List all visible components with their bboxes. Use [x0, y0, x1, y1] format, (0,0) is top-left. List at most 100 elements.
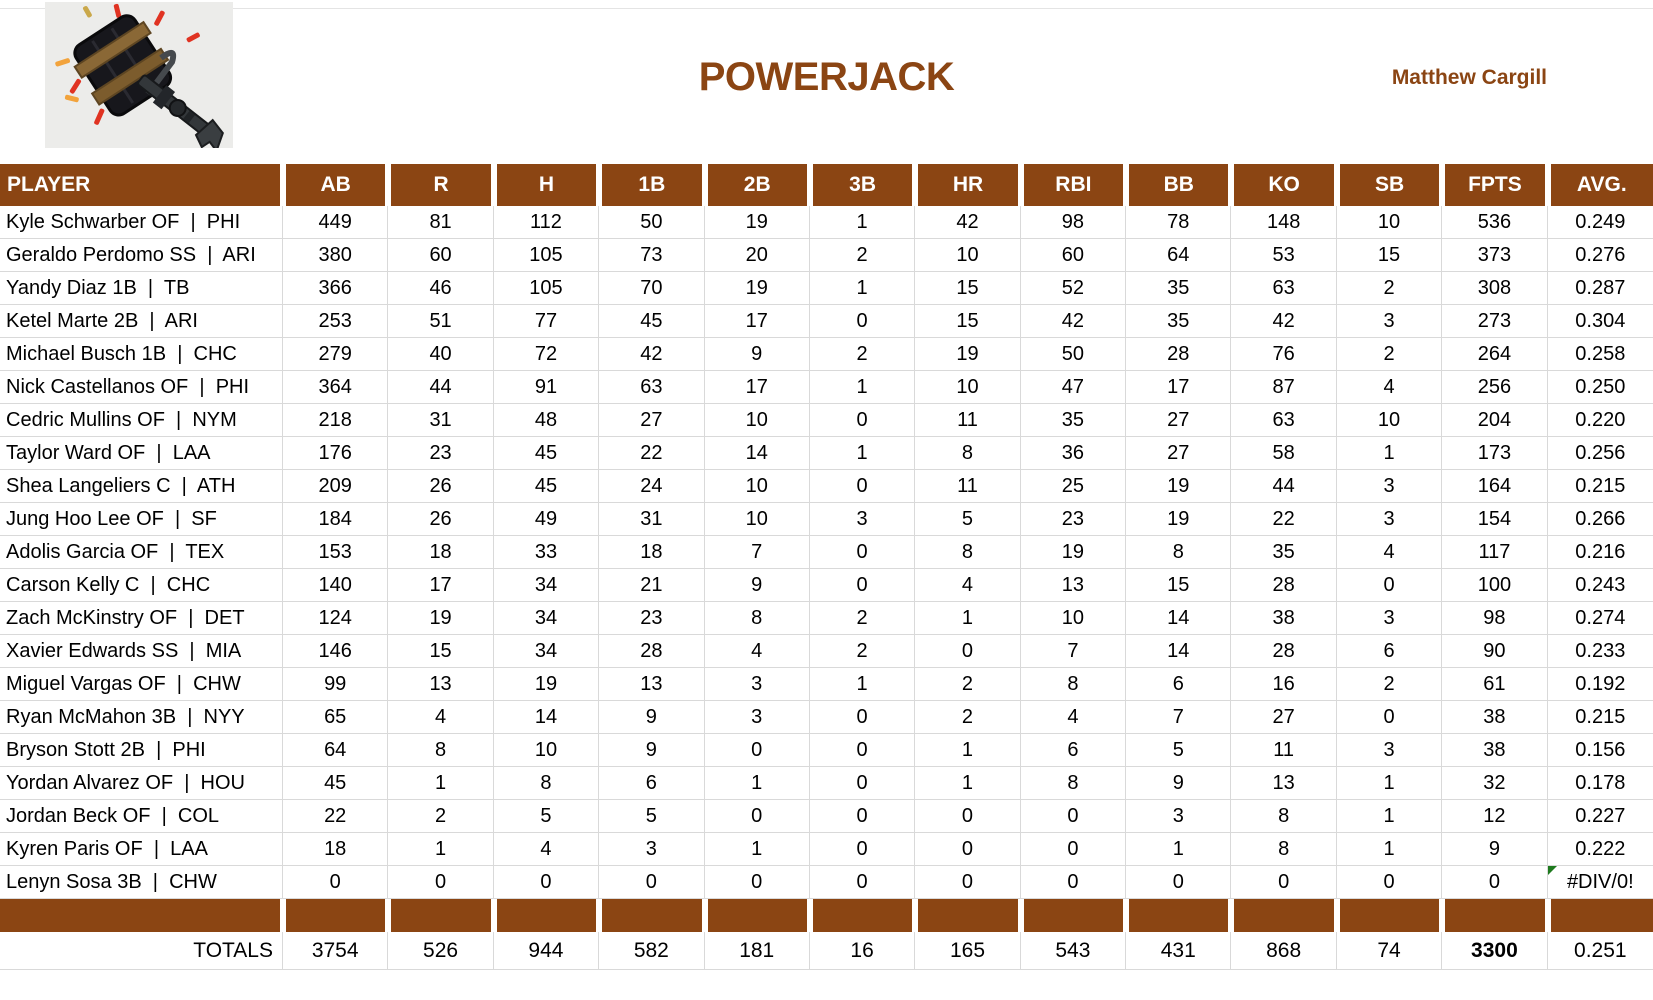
cell-2b[interactable]: 17 — [704, 305, 810, 338]
cell-1b[interactable]: 18 — [599, 536, 705, 569]
cell-bb[interactable]: 7 — [1126, 701, 1232, 734]
cell-avg[interactable]: 0.216 — [1547, 536, 1653, 569]
cell-2b[interactable]: 8 — [704, 602, 810, 635]
totals-label[interactable]: TOTALS — [0, 932, 283, 970]
cell-h[interactable]: 105 — [493, 239, 600, 272]
cell-r[interactable]: 0 — [388, 866, 494, 899]
cell-fpts[interactable]: 61 — [1442, 668, 1548, 701]
cell-3b[interactable]: 1 — [809, 437, 916, 470]
cell-r[interactable]: 23 — [388, 437, 494, 470]
cell-fpts[interactable]: 256 — [1442, 371, 1548, 404]
cell-sb[interactable]: 3 — [1336, 734, 1443, 767]
cell-avg[interactable]: 0.250 — [1547, 371, 1653, 404]
cell-avg[interactable]: 0.220 — [1547, 404, 1653, 437]
cell-hr[interactable]: 10 — [915, 371, 1021, 404]
cell-avg[interactable]: 0.233 — [1547, 635, 1653, 668]
header-cell-bb[interactable]: BB — [1129, 164, 1229, 206]
cell-2b[interactable]: 14 — [704, 437, 810, 470]
cell-r[interactable]: 4 — [388, 701, 494, 734]
cell-r[interactable]: 44 — [388, 371, 494, 404]
totals-cell-bb[interactable]: 431 — [1126, 932, 1232, 970]
cell-fpts[interactable]: 38 — [1442, 701, 1548, 734]
cell-2b[interactable]: 10 — [704, 470, 810, 503]
cell-2b[interactable]: 0 — [704, 734, 810, 767]
cell-hr[interactable]: 8 — [915, 536, 1021, 569]
cell-rbi[interactable]: 8 — [1020, 668, 1127, 701]
cell-ko[interactable]: 28 — [1231, 569, 1337, 602]
header-cell-rbi[interactable]: RBI — [1023, 164, 1124, 206]
cell-h[interactable]: 10 — [493, 734, 600, 767]
totals-cell-avg[interactable]: 0.251 — [1547, 932, 1653, 970]
cell-1b[interactable]: 3 — [599, 833, 705, 866]
cell-sb[interactable]: 15 — [1336, 239, 1443, 272]
cell-ko[interactable]: 13 — [1231, 767, 1337, 800]
cell-rbi[interactable]: 19 — [1020, 536, 1127, 569]
cell-player[interactable]: Bryson Stott 2B | PHI — [0, 734, 283, 767]
cell-ab[interactable]: 124 — [283, 602, 389, 635]
header-cell-2b[interactable]: 2B — [707, 164, 807, 206]
cell-player[interactable]: Kyren Paris OF | LAA — [0, 833, 283, 866]
cell-bb[interactable]: 6 — [1126, 668, 1232, 701]
cell-bb[interactable]: 9 — [1126, 767, 1232, 800]
cell-avg[interactable]: 0.249 — [1547, 206, 1653, 239]
cell-bb[interactable]: 78 — [1126, 206, 1232, 239]
cell-r[interactable]: 31 — [388, 404, 494, 437]
cell-3b[interactable]: 0 — [809, 833, 916, 866]
cell-ko[interactable]: 63 — [1231, 404, 1337, 437]
cell-hr[interactable]: 15 — [915, 305, 1021, 338]
cell-fpts[interactable]: 154 — [1442, 503, 1548, 536]
cell-1b[interactable]: 50 — [599, 206, 705, 239]
cell-fpts[interactable]: 273 — [1442, 305, 1548, 338]
cell-3b[interactable]: 0 — [809, 404, 916, 437]
cell-r[interactable]: 2 — [388, 800, 494, 833]
cell-1b[interactable]: 23 — [599, 602, 705, 635]
cell-rbi[interactable]: 0 — [1020, 833, 1127, 866]
cell-fpts[interactable]: 9 — [1442, 833, 1548, 866]
cell-avg[interactable]: 0.192 — [1547, 668, 1653, 701]
cell-avg[interactable]: 0.287 — [1547, 272, 1653, 305]
cell-rbi[interactable]: 52 — [1020, 272, 1127, 305]
cell-bb[interactable]: 17 — [1126, 371, 1232, 404]
cell-hr[interactable]: 0 — [915, 800, 1021, 833]
cell-player[interactable]: Michael Busch 1B | CHC — [0, 338, 283, 371]
cell-ko[interactable]: 35 — [1231, 536, 1337, 569]
cell-1b[interactable]: 28 — [599, 635, 705, 668]
cell-sb[interactable]: 1 — [1336, 437, 1443, 470]
cell-h[interactable]: 14 — [493, 701, 600, 734]
cell-1b[interactable]: 42 — [599, 338, 705, 371]
cell-sb[interactable]: 0 — [1336, 569, 1443, 602]
cell-fpts[interactable]: 264 — [1442, 338, 1548, 371]
cell-fpts[interactable]: 98 — [1442, 602, 1548, 635]
cell-avg[interactable]: 0.276 — [1547, 239, 1653, 272]
cell-h[interactable]: 19 — [493, 668, 600, 701]
cell-fpts[interactable]: 38 — [1442, 734, 1548, 767]
cell-h[interactable]: 105 — [493, 272, 600, 305]
cell-ab[interactable]: 253 — [283, 305, 389, 338]
cell-fpts[interactable]: 173 — [1442, 437, 1548, 470]
cell-bb[interactable]: 19 — [1126, 470, 1232, 503]
cell-bb[interactable]: 0 — [1126, 866, 1232, 899]
header-cell-ab[interactable]: AB — [286, 164, 386, 206]
cell-avg[interactable]: 0.215 — [1547, 470, 1653, 503]
cell-ko[interactable]: 27 — [1231, 701, 1337, 734]
cell-h[interactable]: 34 — [493, 602, 600, 635]
cell-ab[interactable]: 99 — [283, 668, 389, 701]
cell-hr[interactable]: 8 — [915, 437, 1021, 470]
cell-r[interactable]: 26 — [388, 503, 494, 536]
cell-rbi[interactable]: 47 — [1020, 371, 1127, 404]
header-cell-fpts[interactable]: FPTS — [1445, 164, 1545, 206]
cell-2b[interactable]: 9 — [704, 338, 810, 371]
cell-3b[interactable]: 0 — [809, 800, 916, 833]
cell-player[interactable]: Yandy Diaz 1B | TB — [0, 272, 283, 305]
cell-2b[interactable]: 3 — [704, 701, 810, 734]
cell-ab[interactable]: 64 — [283, 734, 389, 767]
cell-avg[interactable]: 0.304 — [1547, 305, 1653, 338]
cell-hr[interactable]: 2 — [915, 668, 1021, 701]
cell-ab[interactable]: 184 — [283, 503, 389, 536]
cell-avg[interactable]: 0.256 — [1547, 437, 1653, 470]
cell-rbi[interactable]: 4 — [1020, 701, 1127, 734]
cell-fpts[interactable]: 90 — [1442, 635, 1548, 668]
cell-3b[interactable]: 0 — [809, 569, 916, 602]
cell-h[interactable]: 45 — [493, 437, 600, 470]
cell-rbi[interactable]: 0 — [1020, 866, 1127, 899]
